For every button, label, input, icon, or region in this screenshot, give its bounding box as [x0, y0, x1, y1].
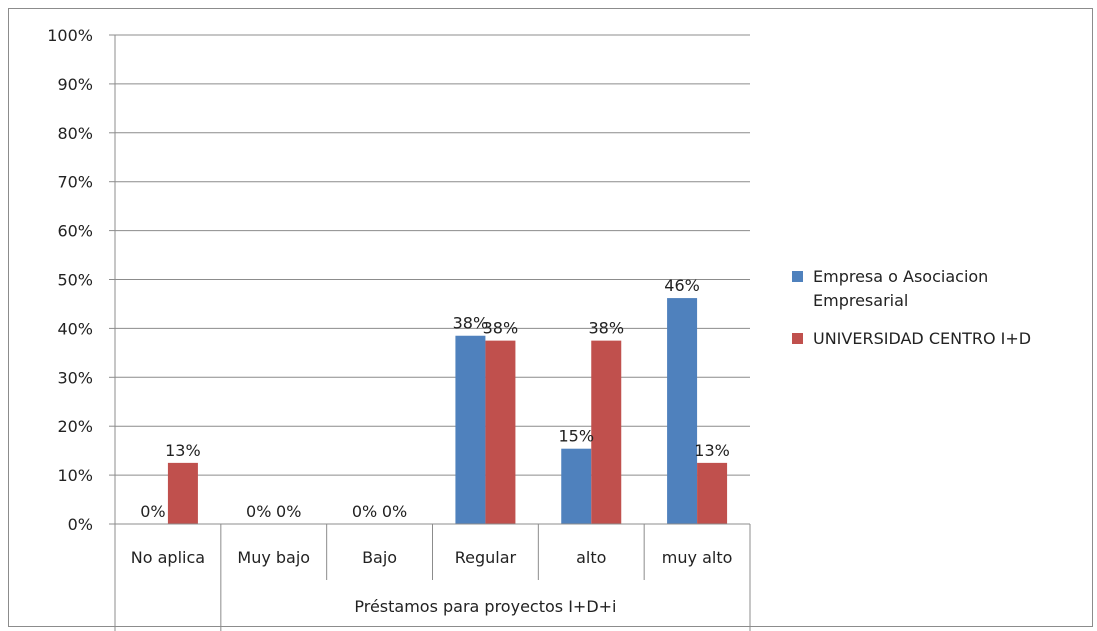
y-tick-label: 0%: [68, 515, 93, 534]
y-tick-label: 10%: [57, 466, 93, 485]
data-label: 0%: [276, 502, 301, 521]
y-tick-label: 30%: [57, 368, 93, 387]
y-tick-label: 80%: [57, 124, 93, 143]
x-group-label: Préstamos para proyectos I+D+i: [354, 597, 616, 616]
bar-series-0: [455, 335, 486, 524]
y-tick-label: 90%: [57, 75, 93, 94]
bar-series-0: [667, 298, 698, 524]
data-label: 15%: [558, 427, 594, 446]
data-label: 46%: [664, 276, 700, 295]
y-tick-label: 70%: [57, 173, 93, 192]
y-tick-label: 100%: [47, 26, 93, 45]
y-tick-label: 60%: [57, 222, 93, 241]
bar-series-1: [591, 340, 622, 524]
x-category-label: muy alto: [662, 548, 733, 567]
x-category-label: No aplica: [131, 548, 205, 567]
legend-swatch: [792, 333, 803, 344]
y-tick-label: 20%: [57, 417, 93, 436]
bars: [167, 298, 728, 524]
data-label: 0%: [352, 502, 377, 521]
legend-label: UNIVERSIDAD CENTRO I+D: [813, 329, 1031, 348]
data-label: 0%: [140, 502, 165, 521]
data-label: 38%: [453, 314, 489, 333]
data-label: 13%: [165, 441, 201, 460]
bar-series-1: [485, 340, 516, 524]
data-label: 38%: [483, 319, 519, 338]
legend-swatch: [792, 271, 803, 282]
x-category-label: Regular: [455, 548, 517, 567]
legend-label: Empresarial: [813, 291, 908, 310]
y-tick-label: 50%: [57, 271, 93, 290]
data-label: 0%: [382, 502, 407, 521]
y-axis-ticks: 0% 10% 20% 30% 40% 50% 60% 70% 80% 90% 100%: [47, 26, 93, 534]
x-category-label: alto: [576, 548, 606, 567]
data-labels: 0% 0% 0%38%15%46%13%0% 0%38% 38%13%: [140, 276, 730, 521]
bar-series-1: [697, 462, 728, 524]
data-label: 0%: [246, 502, 271, 521]
x-category-label: Muy bajo: [237, 548, 310, 567]
y-tick-label: 40%: [57, 319, 93, 338]
legend: Empresa o Asociacion Empresarial UNIVERSID…: [792, 267, 1031, 348]
bar-series-1: [167, 462, 198, 524]
data-label: 13%: [694, 441, 730, 460]
x-axis: No aplica Muy bajo Bajo Regular alto muy alto…: [114, 523, 751, 631]
x-category-label: Bajo: [362, 548, 397, 567]
gridlines: [109, 34, 750, 525]
bar-series-0: [561, 448, 592, 524]
data-label: 38%: [588, 319, 624, 338]
legend-label: Empresa o Asociacion: [813, 267, 988, 286]
